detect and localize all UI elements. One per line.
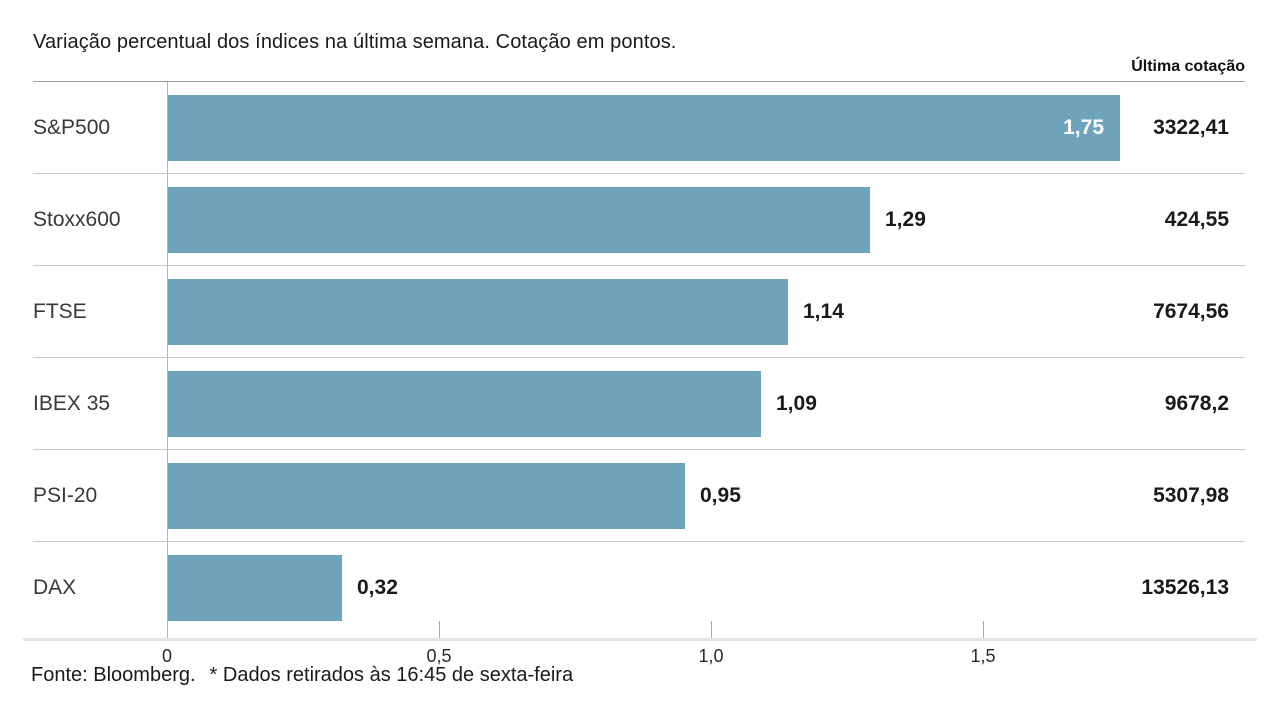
value-bar: 1,75 [168, 95, 1120, 161]
index-label: S&P500 [33, 116, 111, 139]
tick-label: 1,5 [970, 646, 996, 666]
footnote-text: * Dados retirados às 16:45 de sexta-feir… [209, 664, 574, 686]
source-text: Fonte: Bloomberg. [31, 664, 196, 686]
value-bar [168, 371, 761, 437]
tick-label: 0 [161, 646, 172, 666]
zero-gridline [167, 81, 168, 640]
index-label: Stoxx600 [33, 208, 121, 231]
chart-row: FTSE 1,14 7674,56 [33, 265, 1245, 358]
tick-mark [983, 621, 984, 638]
percent-value: 1,29 [885, 208, 926, 231]
tick-label: 1,0 [698, 646, 724, 666]
last-quote-header: Última cotação [1131, 58, 1245, 75]
index-label: FTSE [33, 300, 87, 323]
percent-value: 0,95 [700, 484, 741, 507]
chart-row: PSI-20 0,95 5307,98 [33, 449, 1245, 542]
chart-row: DAX 0,32 13526,13 [33, 541, 1245, 634]
value-bar [168, 279, 788, 345]
chart-row: Stoxx600 1,29 424,55 [33, 173, 1245, 266]
percent-value: 1,14 [803, 300, 844, 323]
plot-area: S&P500 1,75 3322,41 Stoxx600 1,29 424,55 FTSE 1… [33, 81, 1245, 640]
index-label: DAX [33, 576, 77, 599]
axis-baseline [23, 638, 1257, 641]
index-label: PSI-20 [33, 484, 98, 507]
tick-label: 0,5 [426, 646, 452, 666]
percent-value: 1,75 [1063, 116, 1104, 139]
value-bar [168, 463, 685, 529]
value-bar [168, 187, 870, 253]
index-label: IBEX 35 [33, 392, 111, 415]
percent-value: 1,09 [776, 392, 817, 415]
quote-value: 9678,2 [1164, 392, 1229, 415]
value-bar [168, 555, 342, 621]
tick-mark [439, 621, 440, 638]
tick-mark [711, 621, 712, 638]
percent-value: 0,32 [357, 576, 398, 599]
chart-title: Variação percentual dos índices na últim… [33, 31, 677, 53]
quote-value: 3322,41 [1153, 116, 1229, 139]
quote-value: 7674,56 [1153, 300, 1229, 323]
quote-value: 5307,98 [1153, 484, 1229, 507]
quote-value: 424,55 [1164, 208, 1229, 231]
footer: Fonte: Bloomberg. * Dados retirados às 16… [31, 664, 573, 687]
quote-value: 13526,13 [1141, 576, 1229, 599]
chart-row: IBEX 35 1,09 9678,2 [33, 357, 1245, 450]
chart-row: S&P500 1,75 3322,41 [33, 81, 1245, 174]
